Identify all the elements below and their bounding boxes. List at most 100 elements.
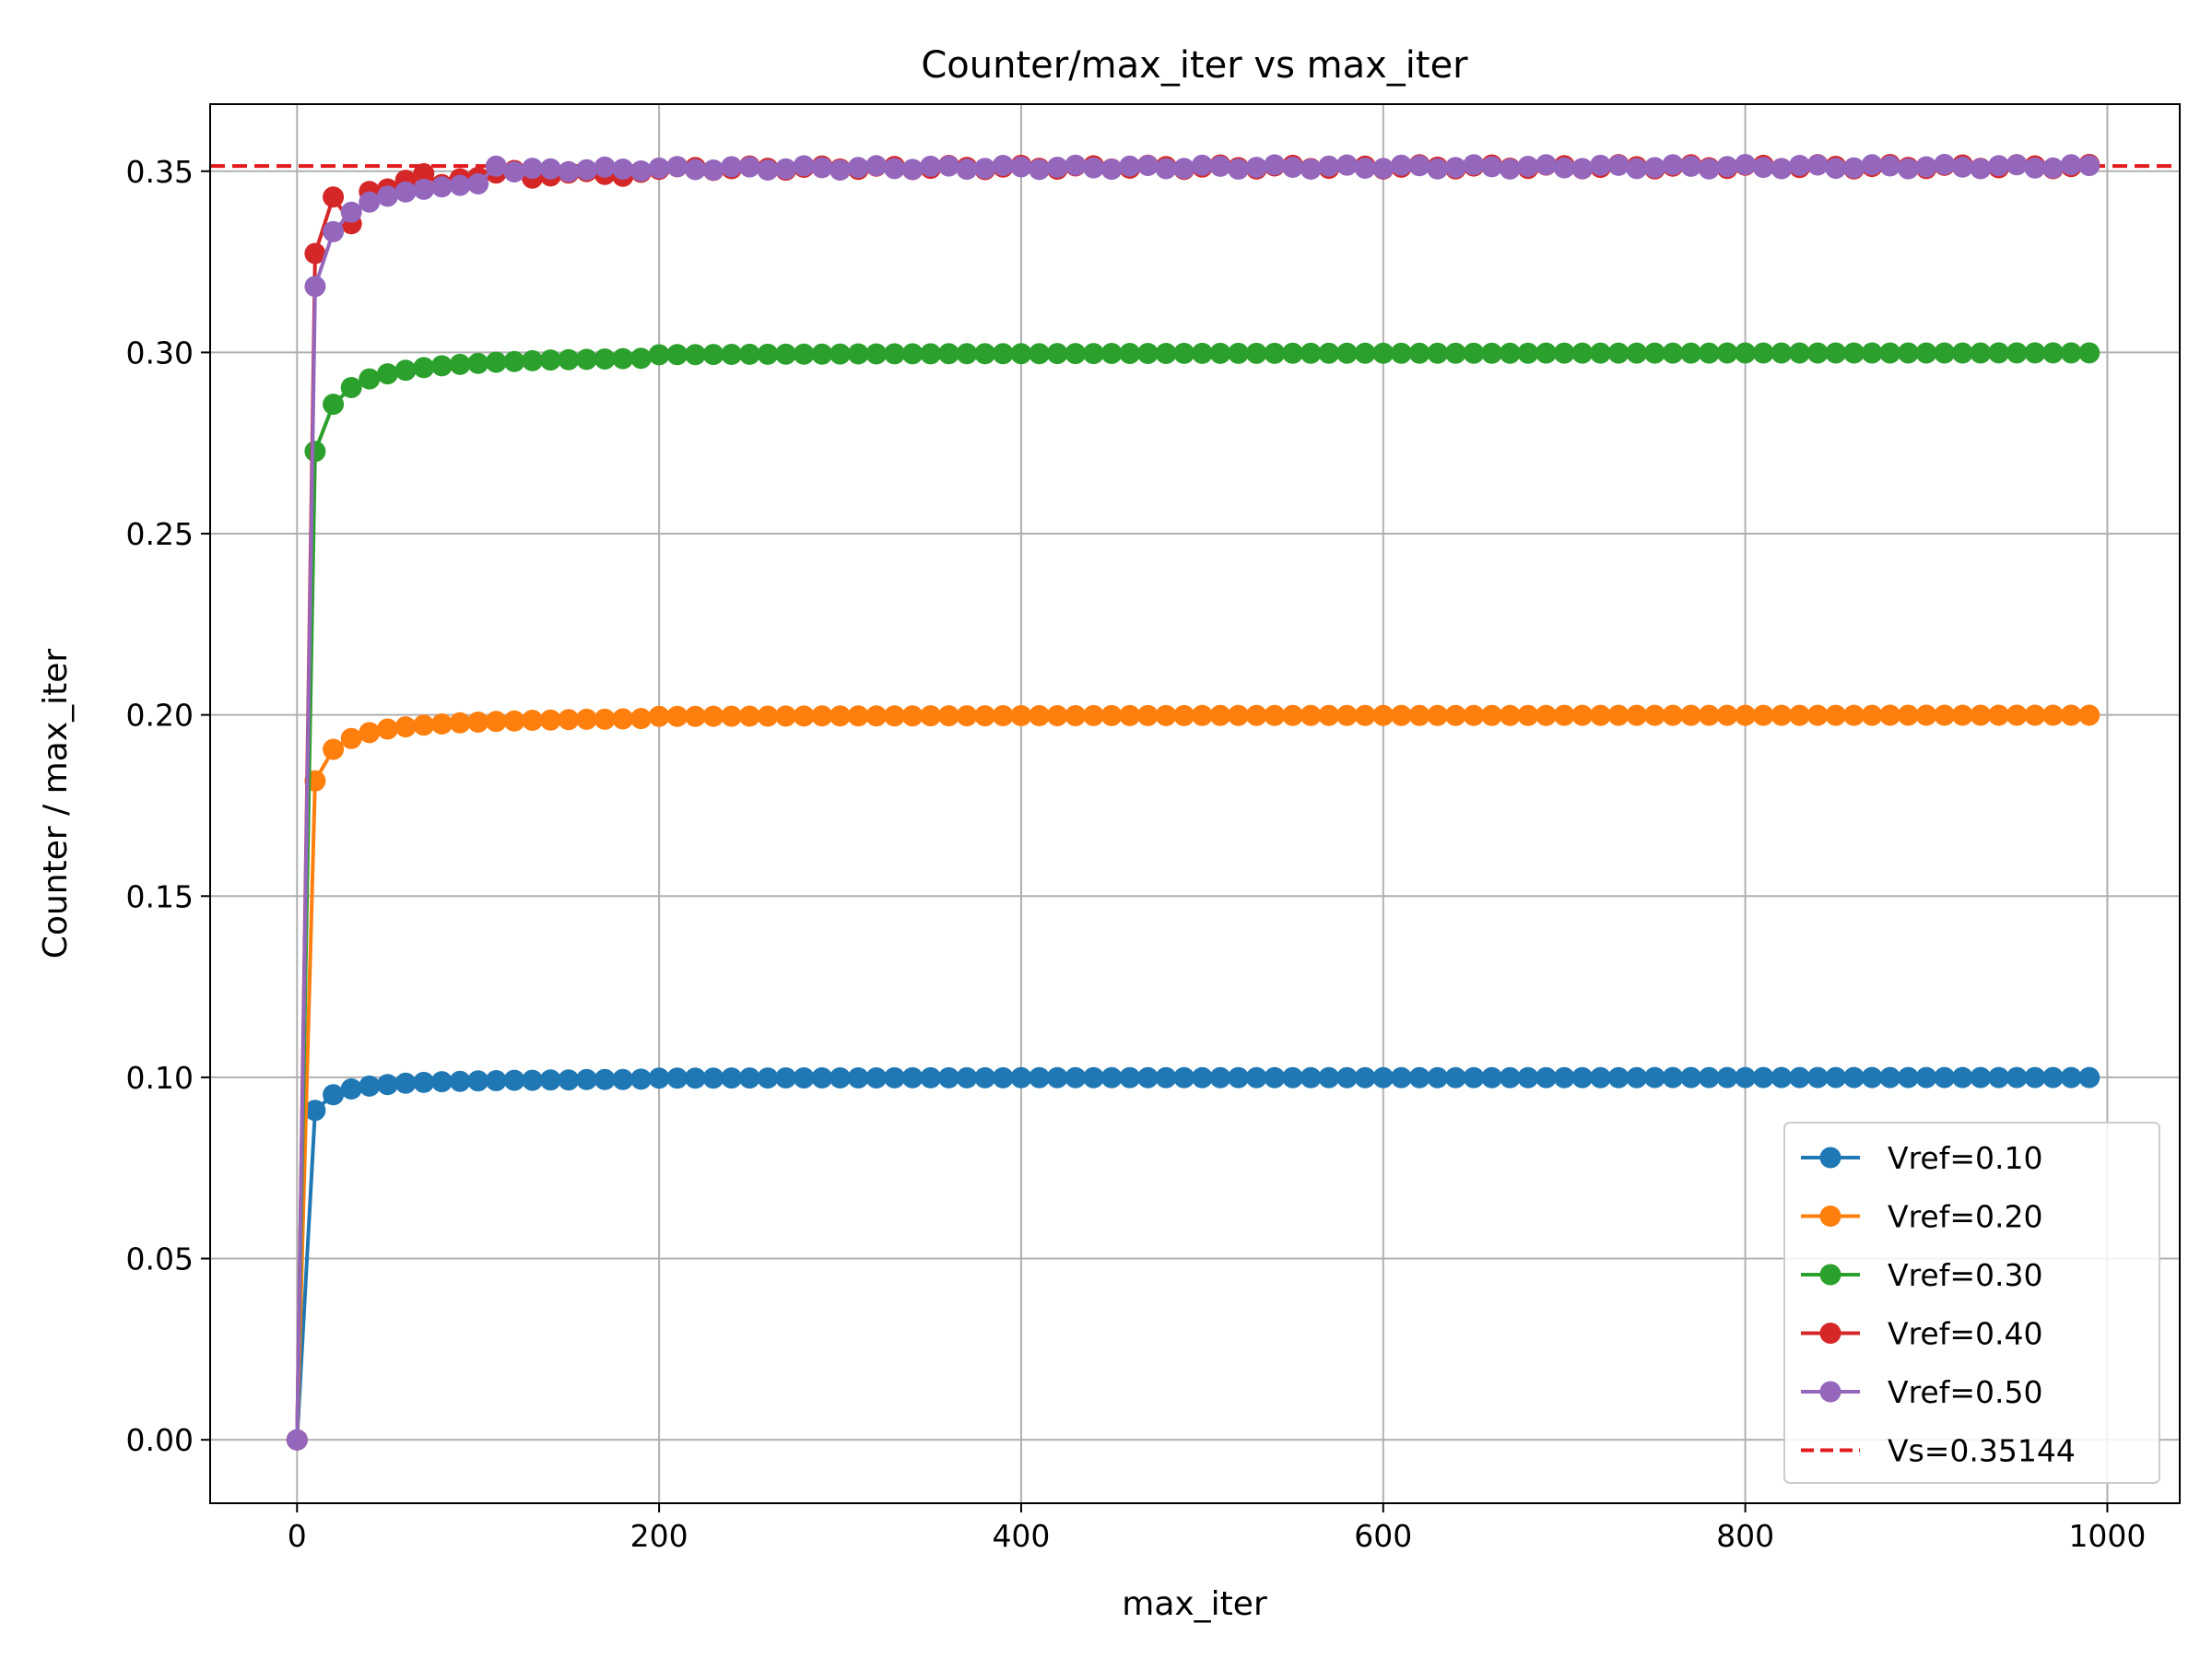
legend-label: Vref=0.50 [1888,1374,2042,1410]
data-point [377,1074,398,1096]
data-point [811,157,833,179]
data-point [1427,158,1449,180]
data-point [1372,158,1394,180]
data-point [1481,342,1503,364]
data-point [901,343,924,365]
data-point [1282,157,1304,178]
data-point [1662,704,1684,726]
data-point [666,344,688,366]
data-point [413,714,435,736]
data-point [1789,1066,1810,1088]
data-point [1155,158,1177,180]
data-point [738,156,760,178]
data-point [1735,1066,1757,1088]
data-point [702,344,724,366]
data-point [1988,704,2010,726]
data-point [1806,1066,1829,1088]
data-point [847,705,869,727]
data-point [865,155,888,177]
data-point [1336,342,1358,364]
data-point [775,158,797,180]
data-point [340,1078,362,1100]
data-point [1825,342,1847,364]
data-point [1300,159,1322,180]
data-point [1083,1066,1104,1088]
data-point [1245,1066,1267,1088]
data-point [1444,1066,1466,1088]
data-point [1444,704,1466,726]
data-point [1155,704,1177,726]
data-point [1300,342,1322,364]
data-point [1897,1066,1919,1088]
data-point [1155,1066,1177,1088]
data-point [1046,1066,1068,1088]
data-point [1988,155,2010,177]
data-point [1553,342,1575,364]
data-point [2006,342,2028,364]
data-point [757,159,779,181]
data-point [1300,1066,1322,1088]
data-point [847,157,869,179]
data-point [793,705,815,727]
data-point [1463,1066,1485,1088]
data-point [630,347,652,370]
data-point [1662,154,1684,176]
data-point [1245,704,1267,726]
data-point [811,343,833,365]
data-point [666,705,688,727]
data-point [1083,343,1104,365]
data-point [1264,342,1286,364]
data-point [522,1069,544,1091]
data-point [1010,343,1032,365]
data-point [1173,342,1195,364]
data-point [1735,704,1757,726]
x-tick-label: 0 [288,1518,307,1554]
data-point [594,708,616,730]
data-point [359,722,381,744]
data-point [1372,704,1394,726]
data-point [1861,154,1883,176]
legend-label: Vref=0.20 [1888,1199,2042,1235]
data-point [1408,1066,1430,1088]
data-point [1300,704,1322,726]
data-point [430,713,453,735]
data-point [648,705,670,727]
y-tick-label: 0.25 [126,516,194,552]
chart-title: Counter/max_iter vs max_iter [921,44,1468,87]
data-point [702,1067,724,1089]
data-point [1499,1066,1521,1088]
data-point [1915,156,1937,178]
data-point [304,1100,326,1122]
data-point [1607,154,1630,176]
data-point [413,178,435,200]
data-point [340,201,362,223]
data-point [1626,342,1648,364]
data-point [1173,1066,1195,1088]
data-point [2024,704,2046,726]
data-point [1499,158,1521,180]
data-point [1879,342,1901,364]
data-point [1915,1066,1937,1088]
data-point [1228,342,1250,364]
data-point [1517,704,1539,726]
data-point [467,1070,489,1092]
data-point [974,158,996,180]
data-point [558,1069,580,1091]
data-point [1861,1066,1883,1088]
data-point [1065,1066,1087,1088]
data-point [1771,342,1793,364]
data-point [503,1069,525,1091]
data-point [1282,1066,1304,1088]
data-point [666,156,688,178]
data-point [1806,342,1829,364]
series-Vref=0.30 [286,342,2100,1451]
legend-marker [1819,1323,1841,1344]
data-point [430,355,453,377]
y-axis-ticks: 0.00 0.05 0.10 0.15 0.20 0.25 0.30 0.35 [126,154,210,1458]
data-point [1173,158,1195,180]
data-point [1988,1066,2010,1088]
data-point [884,705,905,727]
data-point [539,349,561,371]
data-point [1463,154,1485,176]
data-point [1173,704,1195,726]
